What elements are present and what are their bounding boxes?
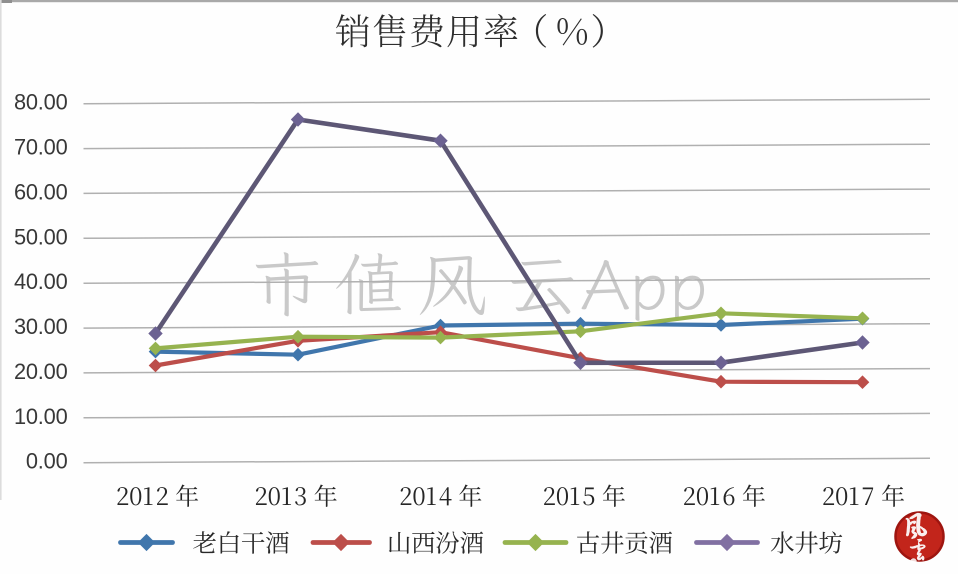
svg-text:70.00: 70.00 xyxy=(14,135,68,160)
svg-text:80.00: 80.00 xyxy=(14,90,68,115)
svg-text:60.00: 60.00 xyxy=(14,179,68,204)
svg-text:50.00: 50.00 xyxy=(14,224,68,249)
svg-text:40.00: 40.00 xyxy=(14,269,68,294)
svg-text:20.00: 20.00 xyxy=(14,359,68,384)
svg-text:10.00: 10.00 xyxy=(14,404,68,429)
svg-text:0.00: 0.00 xyxy=(26,449,68,474)
svg-text:30.00: 30.00 xyxy=(14,314,68,339)
